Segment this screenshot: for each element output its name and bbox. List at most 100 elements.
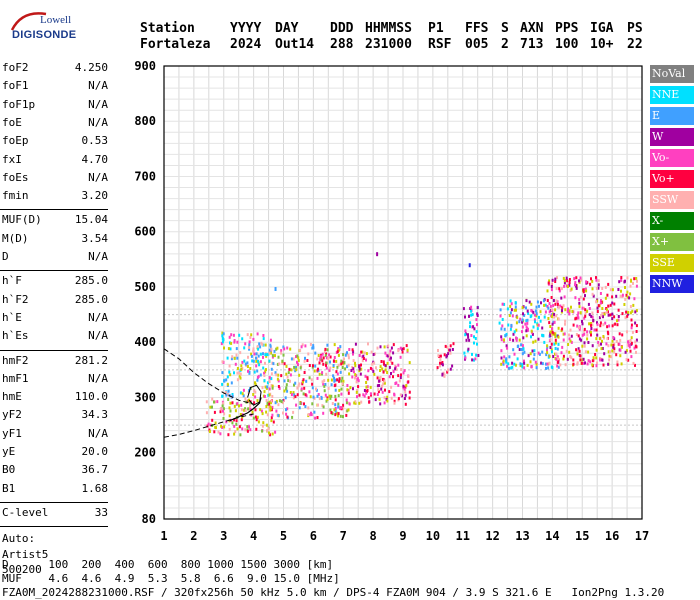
echo-point bbox=[468, 314, 470, 318]
echo-point bbox=[299, 348, 302, 352]
echo-point bbox=[554, 338, 557, 342]
echo-point bbox=[561, 305, 564, 309]
echo-point bbox=[590, 333, 592, 337]
echo-point bbox=[351, 375, 354, 379]
echo-point bbox=[256, 399, 259, 403]
echo-point bbox=[345, 413, 348, 417]
echo-point bbox=[333, 376, 335, 380]
echo-point bbox=[391, 361, 394, 365]
echo-point bbox=[246, 365, 249, 368]
echo-point bbox=[402, 386, 405, 390]
echo-point bbox=[255, 364, 258, 368]
echo-point bbox=[277, 414, 280, 418]
echo-point bbox=[270, 372, 273, 376]
echo-point bbox=[523, 359, 525, 363]
echo-point bbox=[387, 344, 390, 348]
echo-point bbox=[321, 380, 324, 384]
echo-point bbox=[515, 336, 517, 340]
echo-point bbox=[318, 361, 321, 365]
panel-separator bbox=[0, 349, 108, 351]
echo-point bbox=[606, 308, 608, 312]
echo-point bbox=[234, 362, 237, 366]
echo-point bbox=[535, 312, 538, 316]
echo-point bbox=[266, 429, 269, 433]
echo-point bbox=[324, 393, 327, 397]
param-row: foF1p N/A bbox=[2, 98, 108, 116]
echo-point bbox=[608, 324, 611, 328]
echo-point bbox=[254, 415, 257, 419]
echo-point bbox=[452, 342, 455, 346]
echo-point bbox=[227, 347, 230, 351]
echo-point bbox=[635, 338, 638, 342]
echo-point bbox=[532, 340, 535, 344]
echo-point bbox=[261, 412, 264, 416]
echo-point bbox=[321, 352, 324, 356]
echo-point bbox=[379, 376, 382, 379]
echo-point bbox=[615, 340, 618, 343]
echo-point bbox=[588, 322, 591, 326]
echo-point bbox=[247, 346, 250, 349]
echo-point bbox=[254, 408, 257, 412]
echo-point bbox=[560, 351, 563, 355]
echo-point bbox=[383, 345, 386, 349]
echo-point bbox=[316, 376, 319, 380]
echo-point bbox=[532, 325, 535, 329]
legend-x-: X+ bbox=[650, 233, 694, 251]
echo-point bbox=[385, 354, 388, 358]
echo-point bbox=[246, 425, 249, 429]
echo-point bbox=[227, 389, 230, 393]
param-name: h`Es bbox=[2, 329, 29, 343]
echo-point bbox=[286, 389, 289, 393]
echo-point bbox=[577, 326, 580, 330]
echo-point bbox=[402, 371, 405, 375]
echo-point bbox=[601, 347, 604, 350]
legend-sse: SSE bbox=[650, 254, 694, 272]
param-name: fmin bbox=[2, 189, 29, 203]
echo-point bbox=[373, 392, 376, 396]
echo-point bbox=[256, 369, 259, 373]
echo-point bbox=[272, 420, 275, 424]
echo-point bbox=[230, 357, 233, 361]
echo-point bbox=[441, 363, 444, 367]
echo-point bbox=[313, 410, 316, 414]
echo-point bbox=[407, 380, 410, 384]
echo-point bbox=[620, 362, 623, 366]
echo-point bbox=[521, 363, 524, 367]
echo-point bbox=[277, 355, 280, 359]
echo-point bbox=[534, 360, 537, 364]
echo-point bbox=[521, 318, 524, 322]
echo-point bbox=[266, 413, 269, 417]
echo-point bbox=[533, 349, 536, 353]
echo-point bbox=[635, 350, 637, 354]
echo-point bbox=[595, 348, 598, 352]
echo-point bbox=[553, 315, 556, 319]
echo-point bbox=[447, 352, 450, 356]
echo-point bbox=[441, 372, 444, 376]
echo-point bbox=[402, 384, 405, 388]
echo-point bbox=[563, 281, 566, 285]
echo-point bbox=[392, 375, 394, 379]
echo-point bbox=[575, 316, 578, 320]
x-tick-label: 5 bbox=[280, 529, 287, 543]
echo-point bbox=[561, 327, 564, 331]
echo-point bbox=[590, 314, 593, 318]
echo-point bbox=[236, 371, 239, 375]
echo-point bbox=[244, 342, 247, 346]
echo-point bbox=[266, 353, 268, 357]
header-value: 231000 bbox=[365, 37, 412, 52]
legend-noval: NoVal bbox=[650, 65, 694, 83]
echo-point bbox=[523, 366, 526, 370]
echo-point bbox=[538, 304, 540, 308]
echo-point bbox=[259, 360, 262, 364]
echo-point bbox=[634, 340, 637, 344]
echo-point bbox=[554, 308, 557, 312]
echo-point bbox=[209, 405, 212, 409]
echo-point bbox=[343, 357, 345, 361]
echo-point bbox=[576, 313, 579, 317]
echo-point bbox=[476, 312, 479, 316]
param-value: 34.3 bbox=[81, 408, 109, 422]
echo-point bbox=[265, 368, 267, 372]
echo-point bbox=[222, 332, 225, 336]
y-tick-label: 400 bbox=[134, 335, 156, 349]
echo-point bbox=[557, 357, 560, 361]
